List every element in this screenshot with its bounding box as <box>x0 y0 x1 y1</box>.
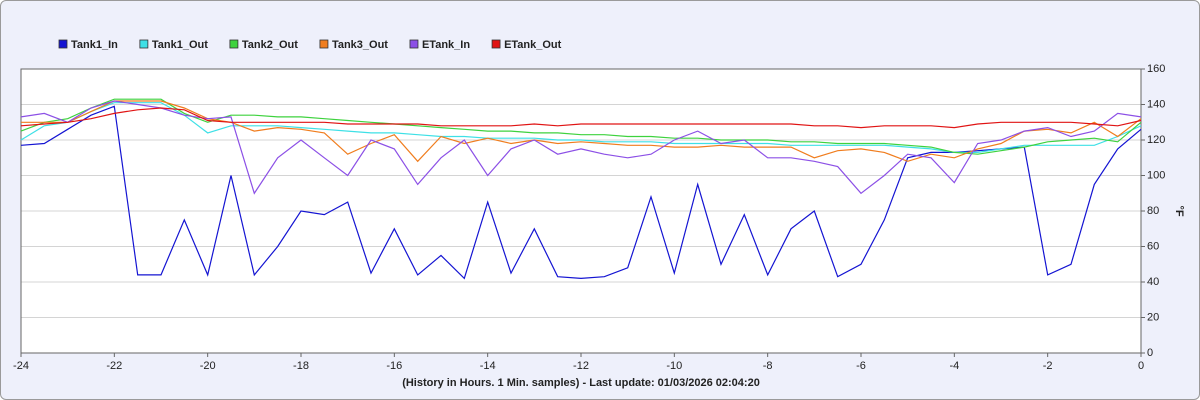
y-axis-title: °F <box>1173 205 1185 216</box>
legend-label: Tank2_Out <box>242 39 298 51</box>
legend-swatch <box>139 39 149 49</box>
x-tick-label: -16 <box>386 360 402 372</box>
x-tick-label: -6 <box>856 360 866 372</box>
y-tick-label: 80 <box>1147 205 1159 217</box>
legend-swatch <box>319 39 329 49</box>
legend-swatch <box>409 39 419 49</box>
y-tick-label: 140 <box>1147 98 1165 110</box>
legend-label: ETank_Out <box>504 39 562 51</box>
series-line <box>20 107 1142 129</box>
legend-label: ETank_In <box>422 39 470 51</box>
y-tick-label: 0 <box>1147 347 1153 359</box>
legend-swatch <box>229 39 239 49</box>
legend-label: Tank1_In <box>71 39 118 51</box>
y-tick-label: 120 <box>1147 134 1165 146</box>
series-line <box>20 98 1142 155</box>
x-tick-label: -2 <box>1043 360 1053 372</box>
x-tick-label: -8 <box>763 360 773 372</box>
x-tick-label: -4 <box>949 360 959 372</box>
x-tick-label: -22 <box>106 360 122 372</box>
legend-label: Tank1_Out <box>152 39 208 51</box>
x-tick-label: -24 <box>13 360 29 372</box>
plot-area <box>20 68 1142 354</box>
x-tick-label: -14 <box>480 360 496 372</box>
x-tick-label: -10 <box>666 360 682 372</box>
x-tick-label: -12 <box>573 360 589 372</box>
legend-swatch <box>58 39 68 49</box>
x-tick-label: -18 <box>293 360 309 372</box>
y-tick-label: 40 <box>1147 276 1159 288</box>
x-axis-title: (History in Hours. 1 Min. samples) - Las… <box>402 377 760 389</box>
y-tick-label: 160 <box>1147 63 1165 75</box>
legend-swatch <box>491 39 501 49</box>
x-tick-label: -20 <box>200 360 216 372</box>
y-tick-label: 60 <box>1147 240 1159 252</box>
x-tick-label: 0 <box>1138 360 1144 372</box>
y-tick-label: 20 <box>1147 311 1159 323</box>
y-tick-label: 100 <box>1147 169 1165 181</box>
series-line <box>20 100 1142 195</box>
legend-label: Tank3_Out <box>332 39 388 51</box>
